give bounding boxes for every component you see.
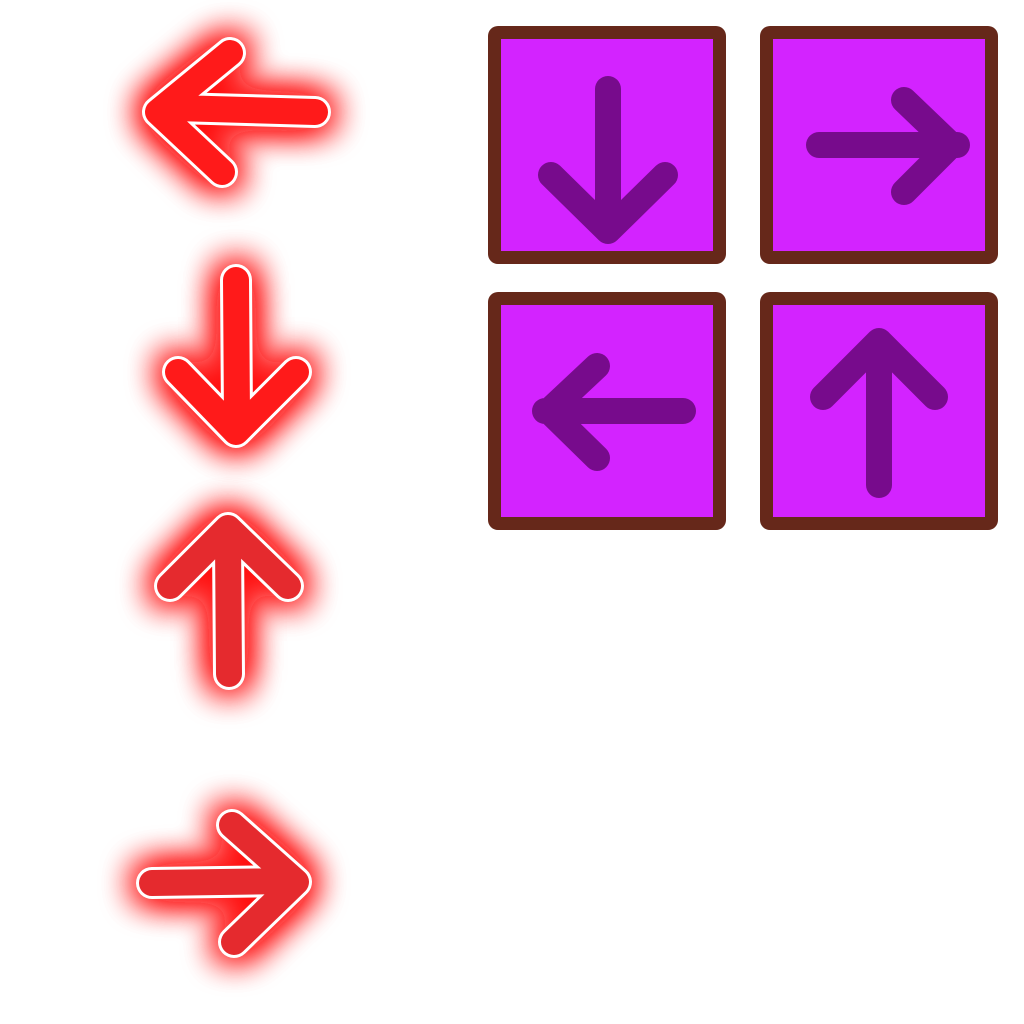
right-arrow-icon <box>136 809 312 958</box>
glow-arrow-right <box>0 770 400 1000</box>
pad-down <box>488 26 726 264</box>
pad-right <box>760 26 998 264</box>
left-arrow-icon <box>532 353 696 471</box>
up-arrow-icon <box>154 512 304 690</box>
down-arrow-icon <box>538 76 678 244</box>
up-arrow-icon <box>810 328 948 498</box>
down-arrow-icon <box>162 264 312 448</box>
glow-arrow-down <box>0 240 400 470</box>
glow-arrow-left <box>0 0 400 230</box>
pad-left <box>488 292 726 530</box>
left-arrow-icon <box>142 37 331 188</box>
glow-arrow-up <box>0 490 400 720</box>
right-arrow-icon <box>806 87 970 205</box>
pad-up <box>760 292 998 530</box>
